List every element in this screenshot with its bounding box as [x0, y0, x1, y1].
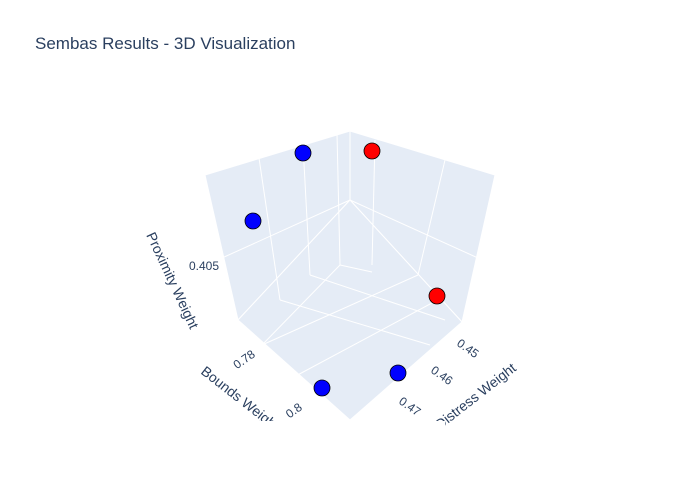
- scene-clip: [245, 421, 445, 500]
- z-tick-label: 0.405: [189, 259, 219, 273]
- z-ticks: 0.405: [189, 259, 219, 273]
- z-axis-title: Proximity Weight: [143, 230, 202, 332]
- red-data-point[interactable]: [428, 287, 446, 305]
- x-tick-label: 0.47: [396, 394, 423, 419]
- y-tick-label: 0.8: [283, 400, 305, 421]
- blue-data-point[interactable]: [389, 364, 407, 382]
- blue-data-point[interactable]: [294, 144, 312, 162]
- blue-data-point[interactable]: [244, 212, 262, 230]
- y-tick-label: 0.78: [231, 347, 258, 372]
- data-markers: [244, 142, 446, 397]
- x-tick-label: 0.45: [454, 336, 481, 361]
- pane-floor: [237, 199, 463, 421]
- x-tick-label: 0.46: [428, 363, 455, 388]
- blue-data-point[interactable]: [313, 379, 331, 397]
- gridlines: [221, 132, 479, 379]
- red-data-point[interactable]: [363, 142, 381, 160]
- chart-title: Sembas Results - 3D Visualization: [35, 34, 296, 53]
